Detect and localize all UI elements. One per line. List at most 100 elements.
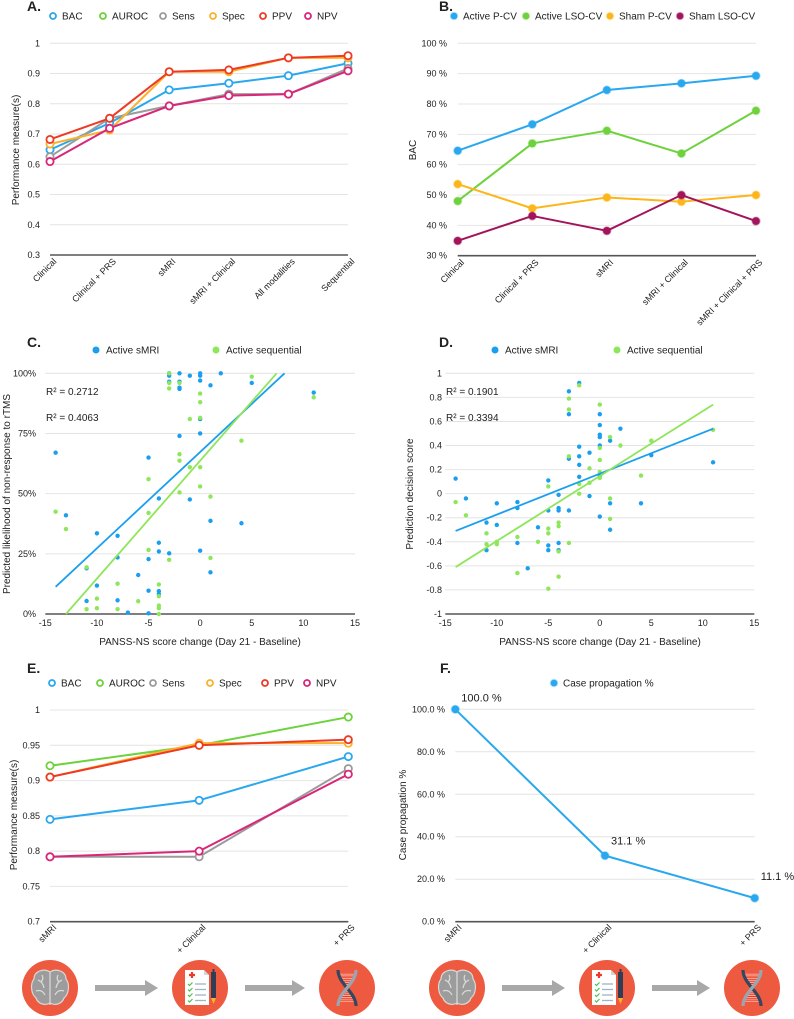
scatter-point: [94, 531, 100, 536]
scatter-point: [156, 540, 162, 545]
x-tick-label: -10: [490, 618, 503, 628]
scatter-point: [208, 494, 213, 499]
scatter-point: [197, 484, 203, 489]
scatter-point: [63, 513, 69, 518]
legend-label: NPV: [317, 12, 338, 23]
data-point: [194, 740, 204, 750]
data-point: [676, 190, 687, 200]
scatter-point: [239, 521, 244, 526]
brain-icon: [437, 969, 477, 1005]
data-point: [194, 795, 204, 805]
scatter-point: [166, 557, 172, 563]
scatter-point: [177, 386, 182, 392]
scatter-point: [618, 426, 623, 431]
legend-item-auroc: AUROC: [96, 679, 145, 690]
legend-item-active-smri: Active sMRI: [92, 346, 159, 357]
y-tick-label: 50%: [18, 489, 36, 499]
legend-label: Sens: [162, 679, 185, 690]
x-tick-label: + Clinical: [580, 922, 613, 955]
y-tick-label: 0.5: [27, 190, 40, 200]
data-point: [602, 85, 612, 95]
x-tick-label: All modalities: [252, 256, 297, 301]
x-tick-label: + PRS: [737, 922, 763, 948]
y-tick-label: -1: [434, 609, 442, 619]
legend-label: Case propagation %: [563, 679, 654, 690]
scatter-point: [649, 438, 654, 443]
pipeline-step-clinical: [172, 960, 228, 1016]
scatter-point: [187, 464, 193, 470]
data-point: [751, 106, 761, 116]
r-squared-annotation: R² = 0.4063: [46, 413, 99, 424]
data-point: [224, 78, 234, 88]
scatter-point: [94, 606, 100, 611]
scatter-point: [463, 513, 469, 518]
data-point: [343, 51, 353, 61]
red-cross: [596, 972, 602, 978]
scatter-point: [566, 389, 572, 394]
y-tick-label: 90 %: [426, 69, 447, 79]
scatter-point: [136, 599, 141, 604]
pipeline-step-prs: [724, 960, 780, 1016]
x-tick-label: + Clinical: [174, 922, 207, 955]
check-mark: [187, 982, 193, 987]
scatter-point: [177, 433, 182, 439]
y-tick-label: 0.4: [429, 441, 442, 451]
scatter-point: [177, 380, 182, 386]
legend-label: Active sequential: [226, 346, 302, 357]
scatter-point: [146, 455, 151, 460]
series-active-sequential-points: [53, 371, 316, 617]
scatter-point: [84, 606, 89, 612]
x-tick-label: -15: [439, 618, 452, 628]
x-tick-label: sMRI + Clinical + PRS: [694, 257, 764, 327]
data-point: [751, 190, 761, 200]
legend-label: Active sMRI: [505, 346, 558, 357]
data-point: [283, 53, 293, 63]
data-point: [600, 851, 610, 861]
scatter-point: [566, 396, 572, 401]
scatter-point: [239, 438, 244, 443]
data-point: [527, 138, 537, 149]
r-squared-annotation: R² = 0.3394: [446, 413, 499, 424]
check-mark: [594, 982, 600, 987]
scatter-point: [94, 583, 100, 588]
legend-label: PPV: [274, 679, 294, 690]
y-tick-label: 0.9: [27, 776, 40, 786]
pipeline-icons-e: [22, 960, 375, 1016]
y-tick-label: 0.9: [27, 69, 40, 79]
panel-letter: E.: [27, 660, 40, 676]
y-tick-label: 0.2: [429, 465, 442, 475]
y-tick-label: -0.6: [426, 561, 442, 571]
check-mark: [594, 993, 600, 998]
x-tick-label: sMRI + Clinical: [640, 257, 690, 307]
data-point: [750, 893, 760, 903]
x-axis-title: PANSS-NS score change (Day 21 - Baseline…: [499, 637, 701, 648]
scatter-point: [535, 539, 541, 544]
data-label: 31.1 %: [611, 836, 645, 848]
scatter-point: [607, 516, 613, 522]
scatter-point: [597, 445, 602, 451]
y-tick-label: 0.0 %: [422, 917, 445, 927]
data-point: [602, 126, 612, 136]
scatter-point: [166, 380, 172, 386]
y-tick-label: 1: [35, 705, 40, 715]
x-tick-label: sMRI: [593, 257, 615, 279]
arrow-head: [145, 980, 158, 996]
panel-e-sequential-performance: E. 0.7 0.75 0.8 0.85 0.9 0.95 1 Performance meas…: [9, 660, 357, 955]
legend-label: Active P-CV: [463, 12, 517, 23]
legend-item-sens: Sens: [159, 12, 195, 23]
trendline-active-sequential: [455, 403, 714, 568]
scatter-point: [597, 422, 602, 428]
scatter-point: [84, 565, 89, 570]
scatter-point: [53, 509, 58, 514]
legend-marker: [491, 346, 499, 354]
scatter-point: [546, 526, 551, 531]
data-point: [224, 91, 234, 101]
scatter-point: [208, 570, 213, 575]
arrow-head: [552, 980, 565, 996]
scatter-point: [249, 374, 254, 379]
scatter-point: [156, 549, 162, 554]
legend-marker: [613, 346, 621, 354]
scatter-point: [607, 434, 613, 440]
y-tick-label: 0.95: [22, 740, 40, 750]
r-squared-annotation: R² = 0.1901: [446, 387, 499, 398]
